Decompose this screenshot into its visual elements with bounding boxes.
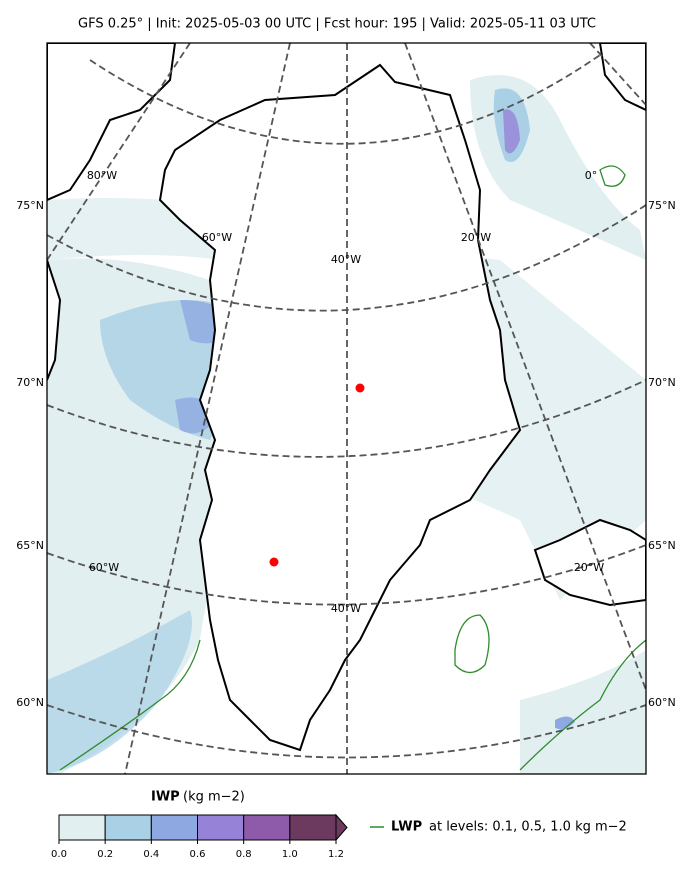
colorbar-tick-label: 0.6: [190, 849, 206, 860]
colorbar-tick-label: 0.2: [97, 849, 113, 860]
colorbar-segment: [289, 814, 337, 841]
colorbar-unit: (kg m−2): [183, 790, 245, 805]
legend-name: LWP: [391, 820, 422, 835]
colorbar-segment: [197, 814, 245, 841]
lat-label: 65°N: [16, 539, 44, 552]
map: [47, 43, 646, 774]
legend-text: at levels: 0.1, 0.5, 1.0 kg m−2: [429, 820, 627, 835]
lon-label: 0°: [585, 169, 598, 182]
lon-label: 60°W: [202, 231, 232, 244]
lat-label: 60°N: [648, 696, 676, 709]
lon-label: 40°W: [331, 602, 361, 615]
lat-label: 75°N: [16, 199, 44, 212]
lon-label: 20°W: [461, 231, 491, 244]
colorbar-tick-label: 1.0: [282, 849, 298, 860]
colorbar-segment: [104, 814, 152, 841]
title: GFS 0.25° | Init: 2025-05-03 00 UTC | Fc…: [78, 17, 596, 32]
colorbar-tick-label: 0.4: [143, 849, 159, 860]
colorbar-tick-label: 0.8: [236, 849, 252, 860]
colorbar-extend: [335, 813, 348, 842]
colorbar-segment: [150, 814, 198, 841]
lat-label: 70°N: [648, 376, 676, 389]
colorbar-segment: [243, 814, 291, 841]
map-labels: 75°N 70°N 65°N 60°N 75°N 70°N 65°N 60°N 80°W 60°W…: [16, 169, 675, 709]
lat-label: 75°N: [648, 199, 676, 212]
lon-label: 80°W: [87, 169, 117, 182]
colorbar-tick-label: 1.2: [328, 849, 344, 860]
lat-label: 70°N: [16, 376, 44, 389]
colorbar-label: IWP: [151, 790, 180, 805]
lat-label: 65°N: [648, 539, 676, 552]
lon-label: 40°W: [331, 253, 361, 266]
colorbar: 0.0 0.2 0.4 0.6 0.8 1.0 1.2: [51, 813, 348, 860]
lon-label: 20°W: [574, 561, 604, 574]
colorbar-tick-label: 0.0: [51, 849, 67, 860]
colorbar-segment: [58, 814, 106, 841]
lon-label: 60°W: [89, 561, 119, 574]
lat-label: 60°N: [16, 696, 44, 709]
